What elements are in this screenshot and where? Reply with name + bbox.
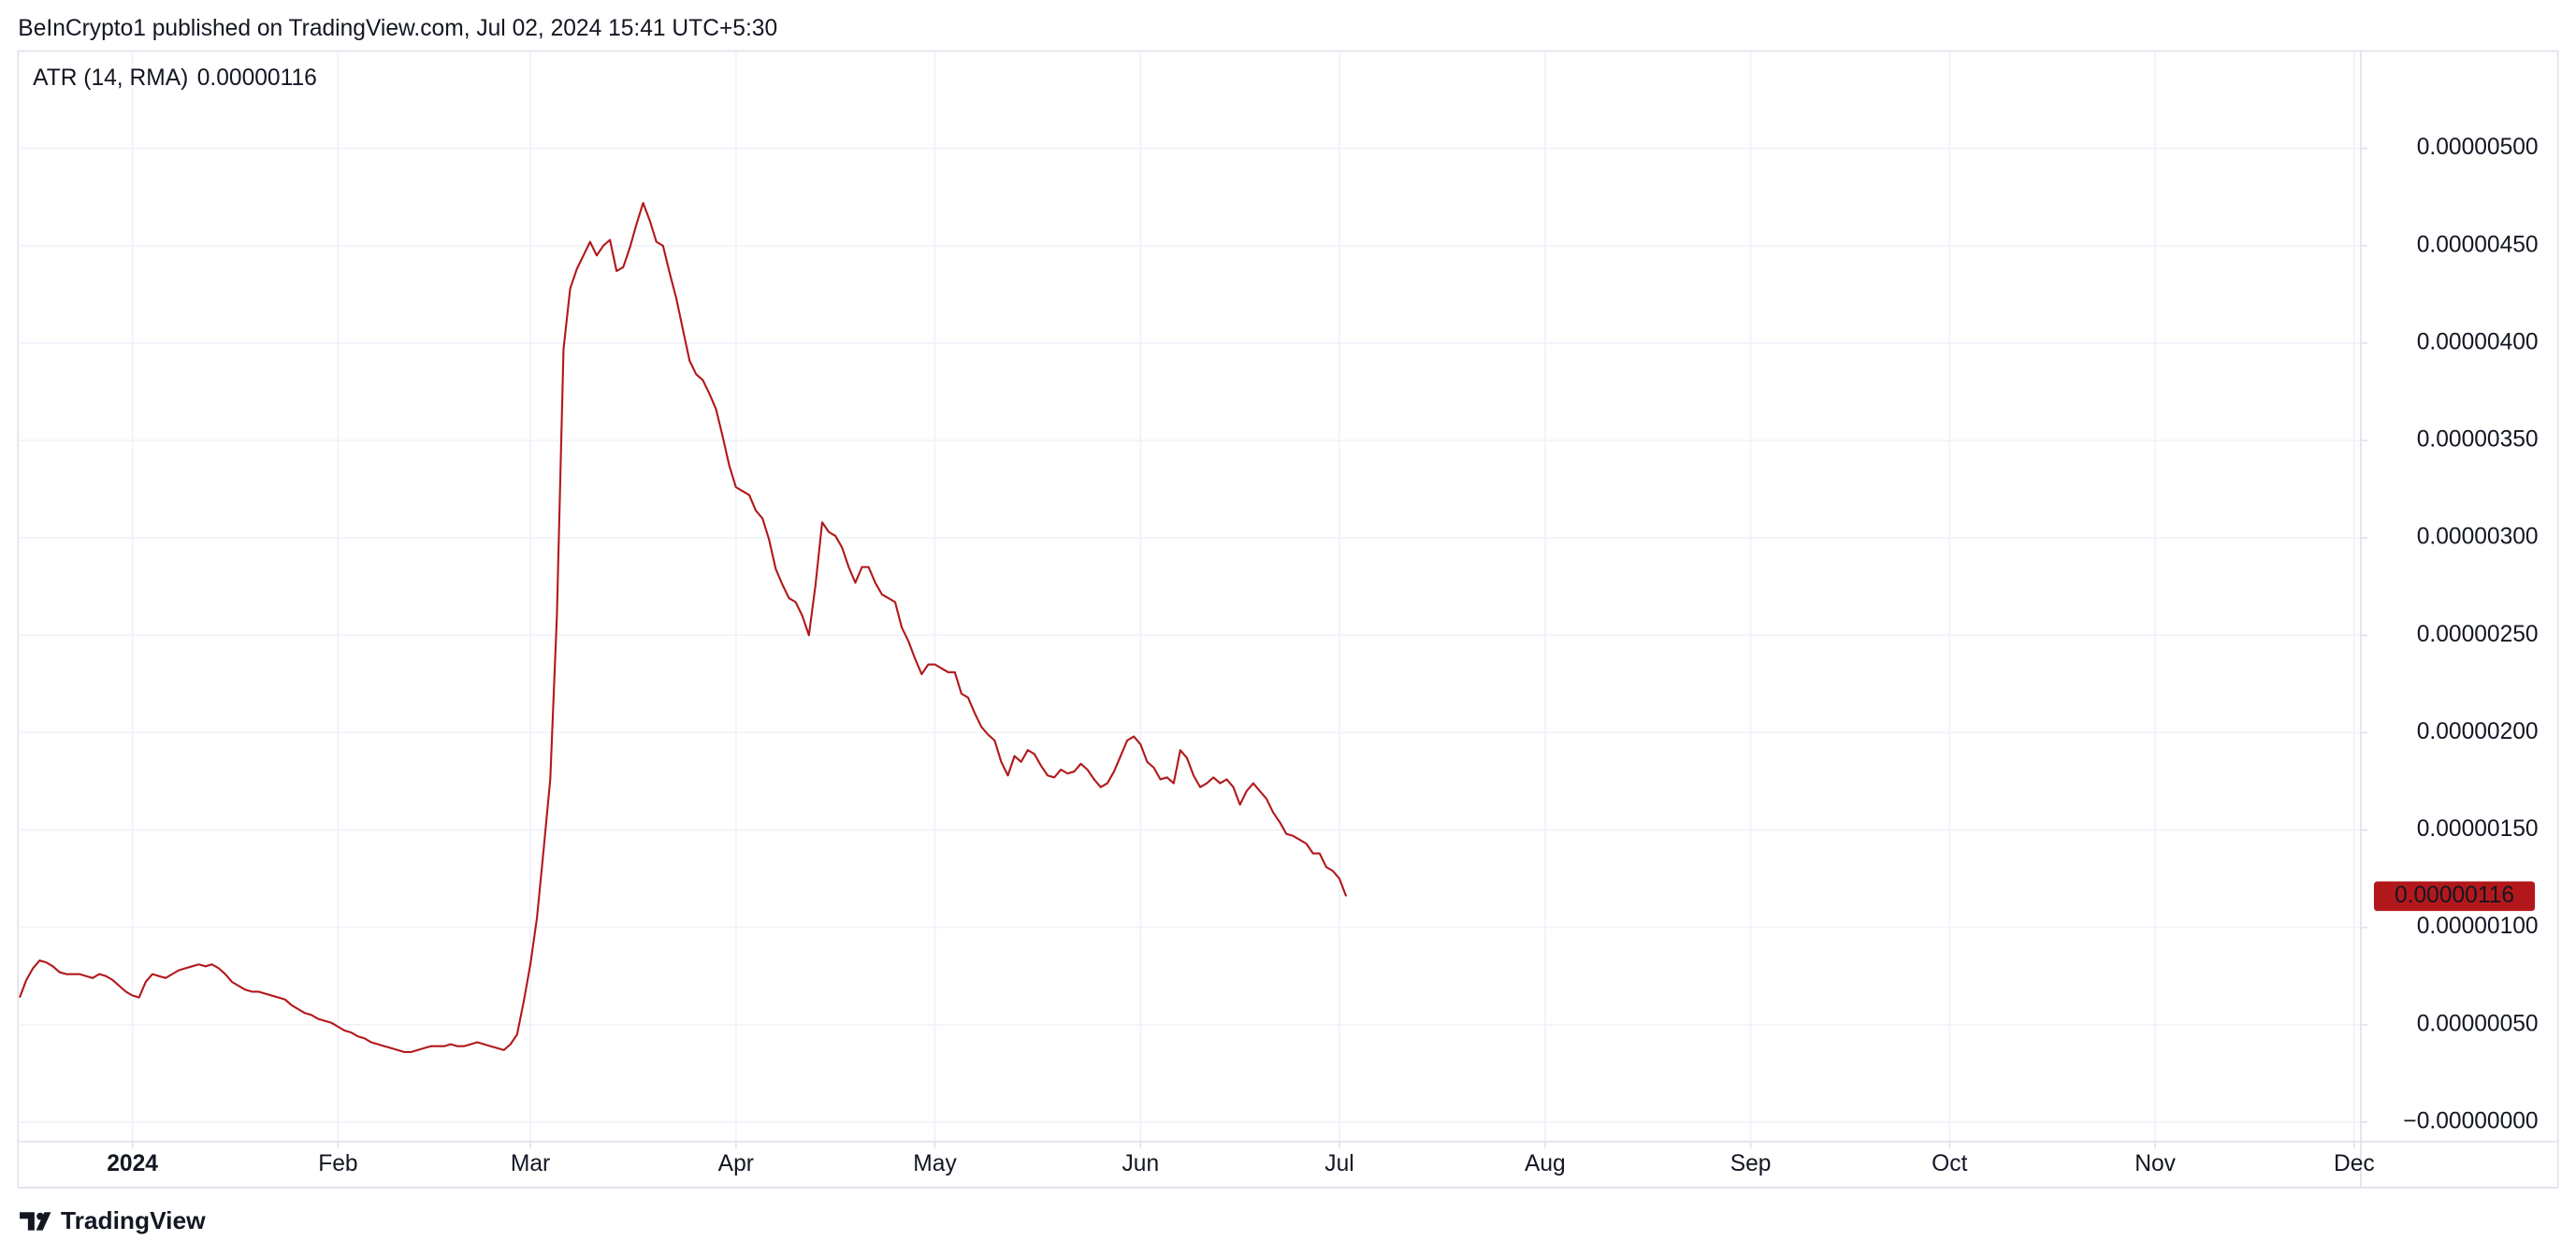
- x-tick-label: Jun: [1122, 1151, 1159, 1176]
- y-axis: −0.00000000 0.00000050 0.00000100 0.0000015…: [2360, 135, 2539, 1133]
- y-tick-label: −0.00000000: [2403, 1108, 2538, 1133]
- x-tick-label: Jul: [1324, 1151, 1353, 1176]
- y-tick-label: 0.00000350: [2417, 427, 2539, 453]
- y-tick-label: 0.00000150: [2417, 816, 2539, 842]
- y-tick-label: 0.00000250: [2417, 622, 2539, 647]
- logo-dot: [36, 1212, 44, 1220]
- x-tick-label: Mar: [511, 1151, 550, 1176]
- x-tick-label: Dec: [2334, 1151, 2375, 1176]
- x-tick-label: Feb: [318, 1151, 357, 1176]
- chart-frame: [17, 50, 2559, 1189]
- footer-brand: TradingView: [61, 1206, 206, 1234]
- footer-logo: [20, 1212, 51, 1231]
- x-tick-label: Sep: [1730, 1151, 1772, 1176]
- grid: [18, 50, 2361, 1142]
- x-tick-label: Oct: [1932, 1151, 1967, 1176]
- y-tick-label: 0.00000450: [2417, 232, 2539, 257]
- x-tick-label: Nov: [2135, 1151, 2176, 1176]
- plot: [19, 201, 1348, 1054]
- x-tick-label: 2024: [107, 1151, 158, 1176]
- legend-name: ATR (14, RMA): [33, 65, 188, 91]
- price-tag: [2373, 881, 2536, 912]
- price-tag-label: 0.00000116: [2395, 883, 2514, 908]
- legend-value: 0.00000116: [197, 65, 317, 91]
- y-tick-label: 0.00000300: [2417, 525, 2539, 550]
- atr-line: [19, 201, 1348, 1054]
- y-tick-label: 0.00000100: [2417, 914, 2539, 939]
- x-axis: 2024 Feb Mar Apr May Jun Jul Aug Sep Oct Nov Dec: [107, 1141, 2375, 1176]
- header-text: BeInCrypto1 published on TradingView.com…: [18, 16, 777, 41]
- x-tick-label: Apr: [718, 1151, 754, 1176]
- y-tick-label: 0.00000500: [2417, 135, 2539, 160]
- y-tick-label: 0.00000200: [2417, 719, 2539, 744]
- x-tick-label: May: [913, 1151, 957, 1176]
- y-tick-label: 0.00000400: [2417, 329, 2539, 354]
- x-tick-label: Aug: [1525, 1151, 1566, 1176]
- y-tick-label: 0.00000050: [2417, 1011, 2539, 1036]
